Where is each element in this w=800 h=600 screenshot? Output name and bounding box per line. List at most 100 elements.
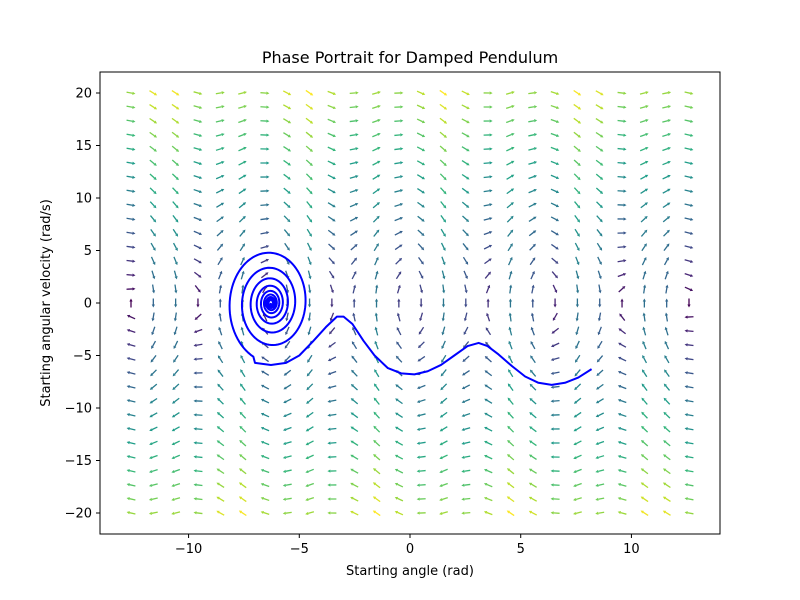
- field-arrow-head: [350, 440, 354, 444]
- field-arrow: [529, 397, 537, 405]
- field-arrow-shaft: [439, 145, 446, 151]
- field-arrow: [662, 510, 671, 516]
- field-arrow-head: [489, 189, 493, 193]
- field-arrow: [595, 90, 604, 96]
- field-arrow: [597, 312, 602, 322]
- field-arrow: [575, 298, 579, 308]
- field-arrow: [238, 202, 247, 209]
- y-tick-label: 10: [75, 192, 92, 207]
- field-arrow-head: [416, 399, 421, 403]
- field-arrow: [684, 147, 694, 151]
- field-arrow-head: [576, 290, 580, 294]
- field-arrow: [126, 119, 136, 123]
- field-arrow-shaft: [620, 357, 627, 362]
- field-arrow: [284, 242, 290, 251]
- field-arrow: [483, 91, 493, 95]
- field-arrow-shaft: [260, 245, 267, 249]
- field-arrow-shaft: [394, 231, 401, 236]
- field-arrow-head: [327, 385, 331, 389]
- field-arrow-head: [663, 454, 667, 458]
- field-arrow: [283, 187, 291, 194]
- field-arrow: [506, 496, 515, 503]
- field-arrow-shaft: [663, 259, 668, 266]
- field-arrow-head: [690, 217, 694, 221]
- field-arrow-shaft: [349, 175, 356, 179]
- field-arrow-head: [416, 413, 421, 417]
- field-arrow-shaft: [440, 201, 445, 207]
- field-arrow-shaft: [483, 190, 490, 193]
- field-arrow-shaft: [172, 215, 178, 221]
- field-arrow-shaft: [598, 383, 604, 389]
- field-arrow-head: [529, 440, 533, 444]
- field-arrow: [596, 355, 604, 363]
- field-arrow-head: [662, 496, 667, 500]
- field-arrow: [193, 497, 203, 501]
- field-arrow-shaft: [643, 357, 648, 364]
- field-arrow-shaft: [283, 215, 289, 221]
- field-arrow-shaft: [640, 217, 646, 223]
- field-arrow-head: [645, 105, 649, 109]
- field-arrow-head: [150, 372, 154, 377]
- field-arrow: [329, 312, 335, 322]
- field-arrow-shaft: [350, 245, 356, 251]
- field-arrow-head: [282, 483, 287, 487]
- field-arrow: [507, 383, 514, 392]
- field-arrow: [618, 342, 627, 348]
- field-arrow-shaft: [506, 189, 513, 195]
- field-arrow-head: [506, 496, 511, 500]
- field-arrow-shaft: [486, 399, 493, 404]
- field-arrow: [194, 285, 201, 293]
- field-arrow: [193, 271, 202, 278]
- field-arrow-head: [241, 270, 245, 275]
- field-arrow-shaft: [550, 132, 557, 137]
- field-arrow-shaft: [373, 231, 378, 237]
- field-arrow-shaft: [550, 146, 557, 151]
- field-arrow-shaft: [553, 342, 560, 347]
- field-arrow-head: [645, 146, 649, 150]
- field-arrow-head: [149, 428, 153, 432]
- field-arrow-shaft: [218, 273, 222, 280]
- field-arrow-head: [600, 106, 604, 110]
- field-arrow-head: [532, 243, 536, 248]
- field-arrow-head: [507, 383, 511, 387]
- field-arrow-shaft: [238, 189, 245, 195]
- field-arrow-head: [198, 91, 203, 95]
- field-arrow-shaft: [528, 134, 535, 137]
- field-arrow: [550, 371, 560, 375]
- field-arrow-head: [443, 162, 447, 167]
- field-arrow-shaft: [640, 231, 646, 237]
- field-arrow-shaft: [461, 118, 468, 123]
- field-arrow-head: [351, 369, 355, 374]
- field-arrow: [483, 161, 493, 165]
- field-arrow-head: [462, 358, 466, 362]
- field-arrow-head: [439, 456, 443, 460]
- field-arrow-shaft: [307, 497, 315, 501]
- field-arrow-head: [643, 284, 647, 288]
- field-arrow: [307, 298, 312, 308]
- field-arrow: [327, 483, 337, 487]
- field-arrow: [394, 468, 404, 474]
- field-arrow-head: [489, 119, 493, 123]
- field-arrow-head: [238, 482, 243, 486]
- field-arrow-shaft: [126, 161, 133, 164]
- field-arrow-head: [399, 244, 403, 248]
- field-arrow-shaft: [618, 287, 624, 293]
- field-arrow: [148, 497, 158, 501]
- field-arrow-head: [617, 441, 622, 445]
- field-arrow-shaft: [193, 161, 200, 165]
- field-arrow-shaft: [174, 511, 181, 514]
- field-arrow: [573, 482, 582, 487]
- field-arrow-head: [550, 385, 554, 389]
- field-arrow-shaft: [531, 357, 536, 364]
- field-arrow-head: [550, 357, 555, 361]
- field-arrow: [595, 497, 605, 501]
- field-arrow: [352, 326, 357, 336]
- field-arrow: [439, 103, 448, 110]
- field-arrow-shaft: [330, 385, 337, 389]
- field-arrow-head: [489, 105, 493, 109]
- field-arrow-shaft: [642, 413, 648, 419]
- field-arrow-shaft: [665, 483, 671, 489]
- field-arrow-shaft: [350, 231, 356, 237]
- field-arrow: [440, 369, 447, 377]
- field-arrow-head: [665, 257, 669, 261]
